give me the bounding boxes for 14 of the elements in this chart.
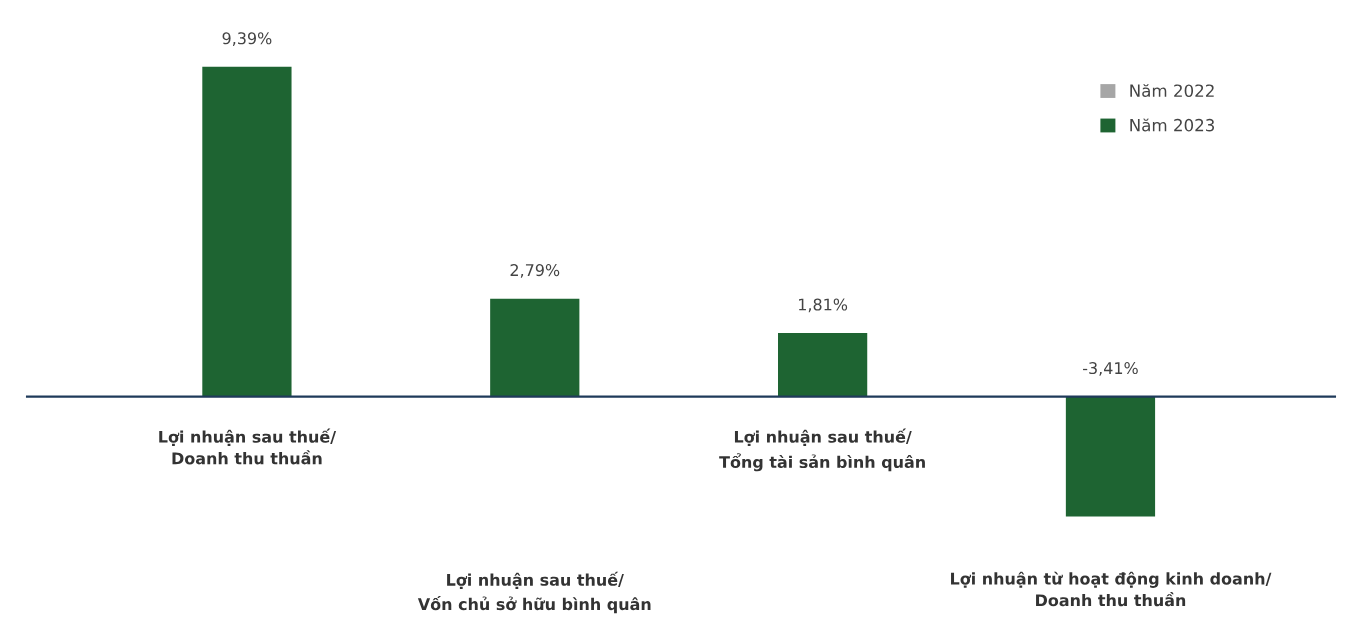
bar [202, 66, 292, 397]
bar [778, 333, 868, 397]
x-tick-label: Lợi nhuận sau thuế/ Doanh thu thuần [159, 428, 337, 465]
bar [1065, 396, 1156, 517]
x-tick-label: Lợi nhuận sau thuế/ Tổng tài sản bình quân [719, 428, 925, 472]
bar [490, 298, 580, 397]
data-label: 1,81% [799, 298, 848, 313]
legend-label: Năm 2022 [1130, 84, 1214, 98]
data-label: -3,41% [1083, 362, 1138, 376]
x-tick-label: Lợi nhuận từ hoạt động kinh doanh/ Doanh thu thuần [951, 571, 1272, 607]
data-label: 9,39% [222, 32, 272, 46]
x-tick-label: Lợi nhuận sau thuế/ Vốn chủ sở hữu bình quân [417, 571, 651, 614]
data-label: 2,79% [510, 264, 560, 278]
legend-label: Năm 2023 [1130, 118, 1215, 132]
